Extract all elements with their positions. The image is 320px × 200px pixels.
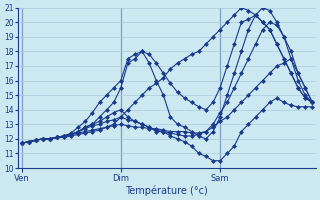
X-axis label: Température (°c): Température (°c): [125, 185, 208, 196]
